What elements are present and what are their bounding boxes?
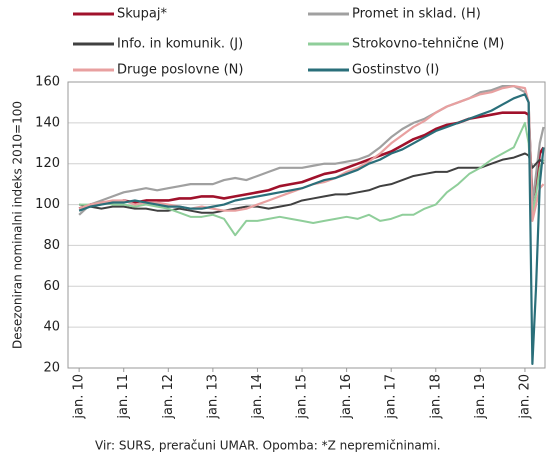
y-tick-label: 40 (43, 320, 60, 335)
series-line (78, 152, 545, 214)
series-line (78, 111, 545, 210)
x-tick-label: jan. 17 (384, 374, 399, 420)
x-tick-label: jan. 15 (295, 374, 310, 420)
y-tick-label: 80 (43, 238, 60, 253)
x-tick-label: jan. 10 (72, 374, 87, 420)
series-line (78, 93, 545, 366)
legend-label: Strokovno-tehnične (M) (352, 37, 504, 52)
legend-label: Promet in sklad. (H) (352, 7, 481, 22)
x-tick-label: jan. 12 (161, 374, 176, 420)
x-tick-label: jan. 19 (473, 374, 488, 420)
y-tick-label: 60 (43, 279, 60, 294)
y-tick-label: 140 (35, 115, 60, 130)
y-tick-label: 20 (43, 361, 60, 376)
footnote: Vir: SURS, preračuni UMAR. Opomba: *Z ne… (95, 439, 441, 453)
series-line (79, 121, 545, 237)
x-tick-label: jan. 13 (205, 374, 220, 420)
plot-frame (67, 81, 546, 369)
legend-label: Druge poslovne (N) (117, 63, 243, 78)
legend-label: Skupaj* (117, 7, 167, 22)
y-axis-label: Desezoniran nominalni indeks 2010=100 (11, 101, 25, 349)
x-tick-label: jan. 11 (116, 374, 131, 420)
x-tick-label: jan. 20 (517, 374, 532, 420)
series-line (78, 84, 545, 216)
y-tick-label: 160 (35, 75, 60, 90)
x-tick-label: jan. 18 (428, 374, 443, 420)
x-tick-label: jan. 14 (250, 374, 265, 420)
x-tick-label: jan. 16 (339, 374, 354, 420)
y-tick-label: 120 (35, 156, 60, 171)
legend-label: Info. in komunik. (J) (117, 37, 243, 52)
y-tick-label: 100 (35, 197, 60, 212)
legend-label: Gostinstvo (I) (352, 63, 439, 78)
